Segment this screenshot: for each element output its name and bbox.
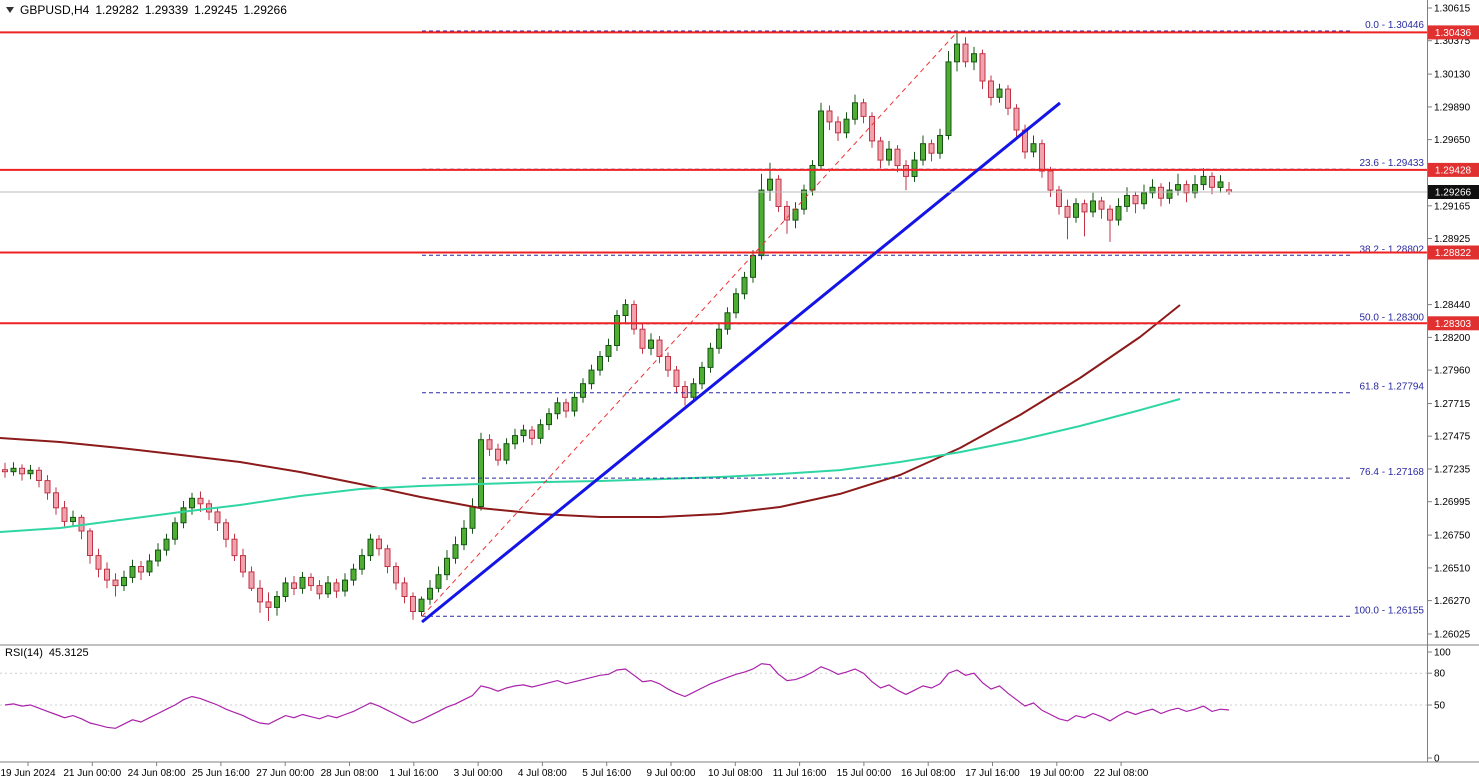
time-axis-label: 3 Jul 00:00 [454, 768, 503, 779]
time-axis-label: 21 Jun 00:00 [63, 768, 121, 779]
time-axis-label: 9 Jul 00:00 [647, 768, 696, 779]
ohlc-open: 1.29282 [95, 3, 139, 17]
price-axis-label: 1.27235 [1434, 465, 1471, 476]
moving-averages [0, 304, 1181, 533]
fib-level-label: 76.4 - 1.27168 [1360, 467, 1425, 478]
price-line-badge-text: 1.28303 [1435, 319, 1472, 330]
trend-lines [421, 30, 1061, 624]
time-axis-label: 1 Jul 16:00 [389, 768, 438, 779]
price-axis-label: 1.28200 [1434, 333, 1471, 344]
rsi-axis-label: 80 [1434, 669, 1446, 680]
time-axis: 19 Jun 2024 21 Jun 00:00 24 Jun 08:00 25 Ju… [0, 762, 1149, 779]
fib-level-label: 100.0 - 1.26155 [1354, 605, 1424, 616]
rsi-panel: 100 80 50 0 [0, 644, 1479, 765]
fib-level-label: 23.6 - 1.29433 [1360, 158, 1425, 169]
price-line-badge-text: 1.28822 [1435, 248, 1472, 259]
horizontal-price-lines [0, 31, 1427, 325]
price-axis-label: 1.27960 [1434, 366, 1471, 377]
rsi-line [4, 663, 1230, 729]
fib-diagonal-line [421, 30, 959, 617]
price-axis-label: 1.27715 [1434, 399, 1471, 410]
price-axis-label: 1.29650 [1434, 135, 1471, 146]
rsi-axis-label: 50 [1434, 701, 1446, 712]
price-axis-label: 1.28440 [1434, 300, 1471, 311]
price-axis-label: 1.26995 [1434, 497, 1471, 508]
fib-level-label: 38.2 - 1.28802 [1360, 244, 1425, 255]
time-axis-label: 25 Jun 16:00 [192, 768, 250, 779]
price-axis-label: 1.26750 [1434, 531, 1471, 542]
symbol-period-label: GBPUSD,H4 [20, 3, 90, 17]
time-axis-label: 22 Jul 08:00 [1094, 768, 1149, 779]
price-line-badge-text: 1.30436 [1435, 28, 1472, 39]
price-axis-label: 1.30615 [1434, 4, 1471, 15]
candles-series [2, 31, 1232, 621]
price-axis-label: 1.29165 [1434, 201, 1471, 212]
uptrend-line [421, 101, 1061, 624]
ohlc-close: 1.29266 [243, 3, 287, 17]
price-line-badge [1428, 316, 1479, 331]
price-line-badge [1428, 162, 1479, 177]
time-axis-label: 17 Jul 16:00 [965, 768, 1020, 779]
rsi-axis-label: 100 [1434, 648, 1451, 659]
time-axis-label: 5 Jul 16:00 [582, 768, 631, 779]
time-axis-label: 11 Jul 16:00 [773, 768, 827, 779]
fibonacci-levels: 0.0 - 1.30446 23.6 - 1.29433 38.2 - 1.2880… [422, 20, 1425, 617]
time-axis-label: 19 Jun 2024 [0, 768, 55, 779]
price-line-badge [1428, 25, 1479, 40]
price-axis-label: 1.29890 [1434, 102, 1471, 113]
chart-ohlc-header: GBPUSD,H4 1.29282 1.29339 1.29245 1.2926… [6, 3, 287, 17]
time-axis-label: 16 Jul 08:00 [901, 768, 956, 779]
ohlc-high: 1.29339 [144, 3, 189, 17]
time-axis-label: 19 Jul 00:00 [1030, 768, 1085, 779]
fib-level-label: 61.8 - 1.27794 [1360, 382, 1425, 393]
time-axis-label: 4 Jul 08:00 [518, 768, 567, 779]
time-axis-label: 15 Jul 00:00 [837, 768, 892, 779]
rsi-indicator-label: RSI(14) 45.3125 [5, 647, 89, 659]
current-price-badge-text: 1.29266 [1435, 188, 1472, 199]
price-axis-label: 1.27475 [1434, 432, 1471, 443]
time-axis-label: 24 Jun 08:00 [128, 768, 186, 779]
price-line-badge [1428, 245, 1479, 260]
fib-level-label: 50.0 - 1.28300 [1360, 313, 1425, 324]
price-axis-label: 1.28925 [1434, 234, 1471, 245]
rsi-value: 45.3125 [48, 647, 89, 659]
price-axis-label: 1.30130 [1434, 70, 1471, 81]
ohlc-low: 1.29245 [194, 3, 238, 17]
rsi-name: RSI(14) [5, 647, 43, 659]
price-axis: 1.30615 1.30375 1.30130 1.29890 1.29650 1.291… [1427, 0, 1471, 762]
time-axis-label: 28 Jun 08:00 [321, 768, 379, 779]
price-line-badge-text: 1.29428 [1435, 165, 1472, 176]
symbol-triangle-icon [6, 7, 14, 13]
fib-level-label: 0.0 - 1.30446 [1365, 20, 1424, 31]
price-axis-label: 1.26270 [1434, 596, 1471, 607]
price-axis-label: 1.30375 [1434, 36, 1471, 47]
time-axis-label: 10 Jul 08:00 [708, 768, 763, 779]
price-badges: 1.30436 1.29428 1.28822 1.28303 1.29266 [1428, 25, 1479, 331]
current-price-badge [1428, 185, 1479, 199]
time-axis-label: 27 Jun 00:00 [256, 768, 314, 779]
price-axis-label: 1.26025 [1434, 630, 1471, 641]
price-axis-label: 1.26510 [1434, 563, 1471, 574]
rsi-axis-label: 0 [1434, 754, 1440, 765]
